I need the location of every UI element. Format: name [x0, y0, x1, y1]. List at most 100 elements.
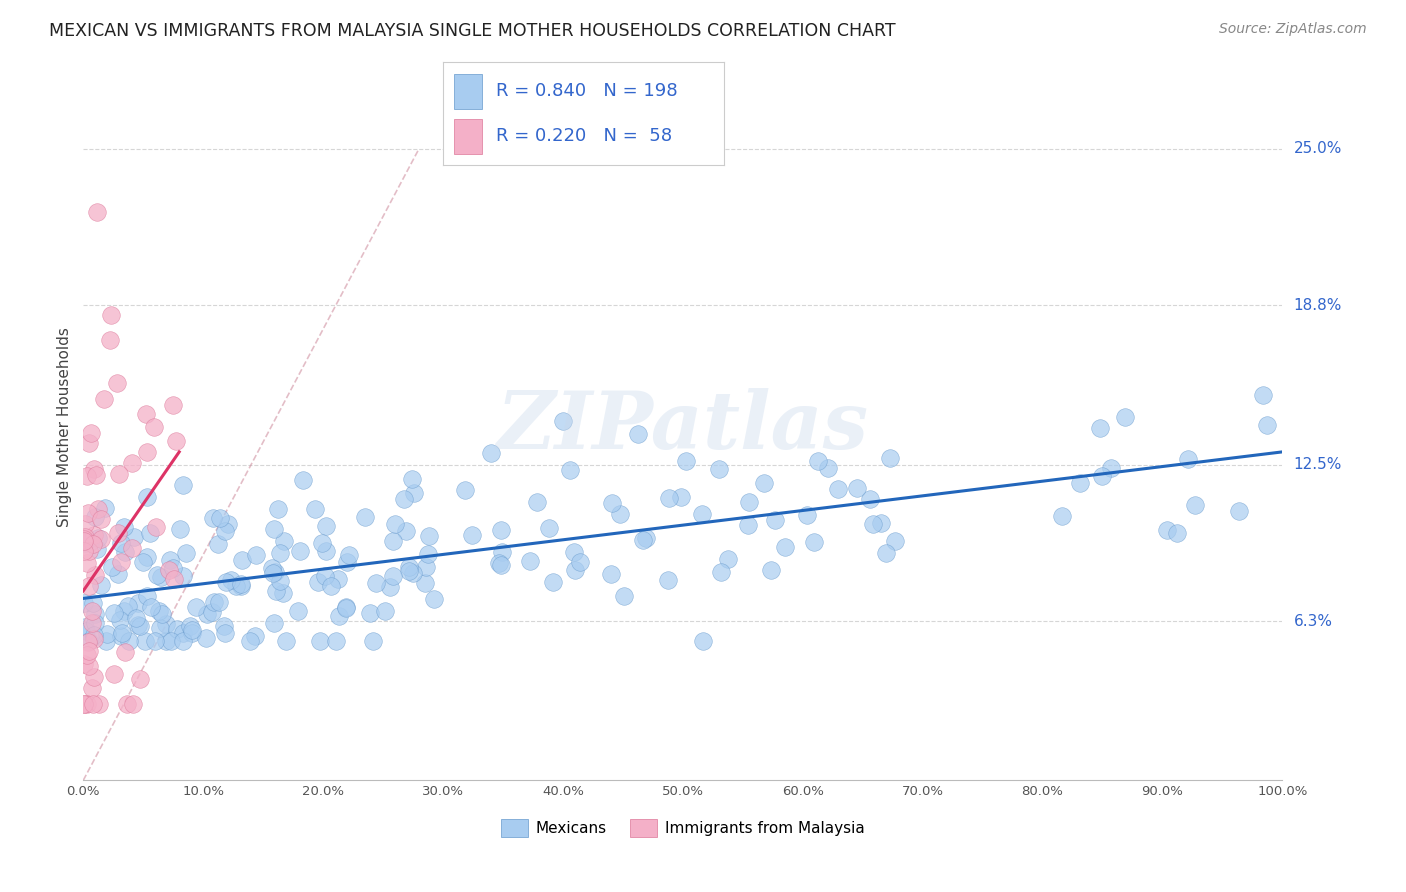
Point [454, 483, 477, 498]
Point [613, 590, 636, 604]
Point [846, 481, 869, 495]
Point [162, 561, 184, 575]
Point [263, 522, 285, 536]
Text: R = 0.840   N = 198: R = 0.840 N = 198 [496, 82, 678, 100]
Point [86, 542, 108, 557]
Point [717, 552, 740, 566]
Point [128, 618, 150, 632]
Point [145, 520, 167, 534]
Point [155, 634, 177, 648]
Point [77, 579, 100, 593]
Point [551, 414, 574, 428]
Point [883, 533, 905, 548]
Point [875, 546, 897, 560]
Text: 6.3%: 6.3% [1294, 614, 1333, 629]
Point [759, 563, 782, 577]
Point [859, 491, 882, 506]
FancyBboxPatch shape [454, 119, 482, 153]
Point [132, 555, 155, 569]
Point [112, 604, 135, 618]
Point [541, 574, 564, 589]
Point [100, 308, 122, 322]
Point [817, 461, 839, 475]
Point [186, 600, 208, 615]
Point [135, 407, 157, 421]
Point [165, 434, 187, 449]
Point [166, 622, 188, 636]
Point [207, 537, 229, 551]
Point [139, 600, 162, 615]
Point [84, 567, 107, 582]
Point [231, 579, 253, 593]
Point [172, 569, 194, 583]
Point [172, 625, 194, 640]
Point [315, 543, 337, 558]
Point [404, 485, 426, 500]
Point [121, 541, 143, 555]
Point [1114, 410, 1136, 425]
Point [84, 616, 107, 631]
Point [107, 526, 129, 541]
Point [108, 467, 131, 482]
Point [73, 596, 96, 610]
Point [558, 463, 581, 477]
Point [354, 509, 377, 524]
Point [489, 558, 512, 572]
Point [737, 495, 759, 509]
Point [82, 616, 104, 631]
Point [138, 525, 160, 540]
Point [93, 501, 115, 516]
Point [87, 501, 110, 516]
Point [142, 419, 165, 434]
Point [114, 645, 136, 659]
Point [125, 611, 148, 625]
FancyBboxPatch shape [454, 74, 482, 109]
Point [519, 554, 541, 568]
Point [181, 626, 204, 640]
Point [1251, 388, 1274, 402]
Point [73, 530, 96, 544]
Point [77, 635, 100, 649]
Point [273, 533, 295, 548]
Point [80, 604, 103, 618]
Point [83, 528, 105, 542]
Point [96, 626, 118, 640]
Point [93, 392, 115, 407]
Point [707, 462, 730, 476]
Point [537, 521, 560, 535]
Point [76, 698, 98, 712]
Point [398, 560, 420, 574]
Point [195, 607, 218, 622]
Point [1227, 503, 1250, 517]
Point [319, 579, 342, 593]
Point [82, 536, 104, 550]
Point [135, 589, 157, 603]
Point [117, 599, 139, 613]
Point [803, 534, 825, 549]
Point [796, 508, 818, 522]
Point [76, 648, 98, 662]
Point [491, 523, 513, 537]
Point [84, 468, 107, 483]
Point [315, 519, 337, 533]
Point [807, 454, 830, 468]
Point [174, 546, 197, 560]
Point [127, 618, 149, 632]
Point [110, 535, 132, 549]
Point [73, 517, 96, 532]
Y-axis label: Single Mother Households: Single Mother Households [58, 326, 72, 526]
Point [384, 516, 406, 531]
Point [291, 473, 314, 487]
Point [692, 634, 714, 648]
Point [394, 524, 416, 538]
Point [862, 516, 884, 531]
Point [79, 544, 101, 558]
Point [263, 615, 285, 630]
Point [288, 543, 311, 558]
Point [267, 502, 290, 516]
Point [82, 596, 104, 610]
Point [415, 560, 437, 574]
Text: 12.5%: 12.5% [1294, 457, 1341, 472]
Point [217, 517, 239, 532]
Point [73, 698, 96, 712]
